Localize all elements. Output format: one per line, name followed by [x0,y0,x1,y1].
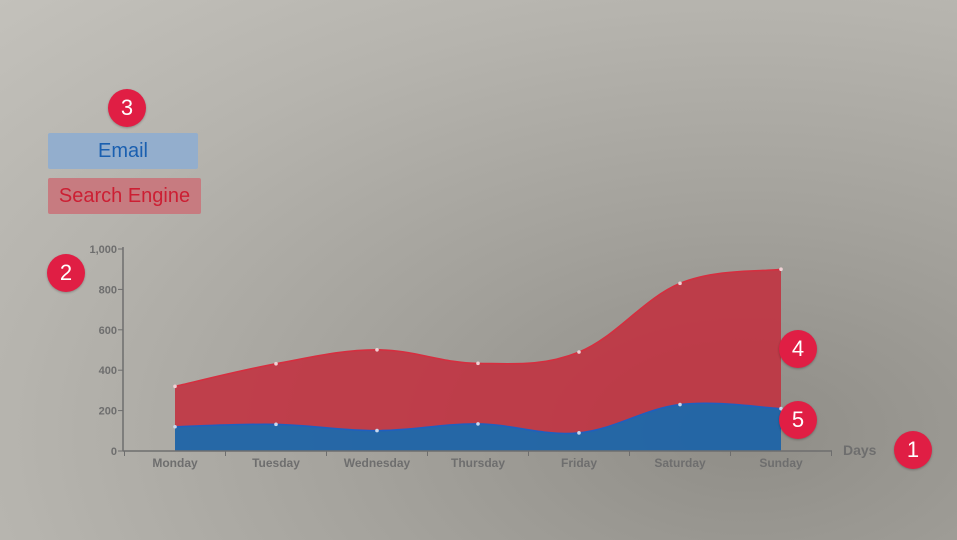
annotation-badge-3: 3 [108,89,146,127]
x-tick-label: Thursday [451,456,505,470]
x-tick-label: Friday [561,456,597,470]
y-tick-label: 1,000 [89,244,117,256]
y-tick-label: 0 [111,446,117,458]
series-area-search-engine [175,269,781,434]
annotation-badge-2: 2 [47,254,85,292]
x-tick-label: Monday [152,456,198,470]
data-point-search-engine [476,361,480,366]
y-tick-label: 200 [99,406,117,418]
x-tick-label: Saturday [654,456,706,470]
y-tick-label: 400 [99,365,117,377]
data-point-email [375,428,379,433]
data-point-email [173,424,177,429]
x-axis-title: Days [843,442,877,458]
data-point-search-engine [375,347,379,352]
y-tick-label: 600 [99,325,117,337]
annotation-badge-1: 1 [894,431,932,469]
legend-item-search-engine[interactable]: Search Engine [48,178,201,214]
data-point-email [476,422,480,426]
data-point-search-engine [779,267,783,272]
data-point-email [577,431,581,435]
data-point-search-engine [577,350,581,354]
x-tick-label: Wednesday [344,456,411,470]
legend-item-email[interactable]: Email [48,133,198,169]
data-point-search-engine [678,281,682,286]
x-tick-label: Tuesday [252,456,300,470]
annotation-badge-5: 5 [779,401,817,439]
annotation-badge-4: 4 [779,330,817,368]
data-point-email [274,422,278,427]
data-point-email [678,402,682,407]
data-point-search-engine [274,361,278,366]
data-point-search-engine [173,384,177,389]
y-tick-label: 800 [99,284,117,296]
x-tick-label: Sunday [759,456,803,470]
series-area-email [175,403,781,451]
